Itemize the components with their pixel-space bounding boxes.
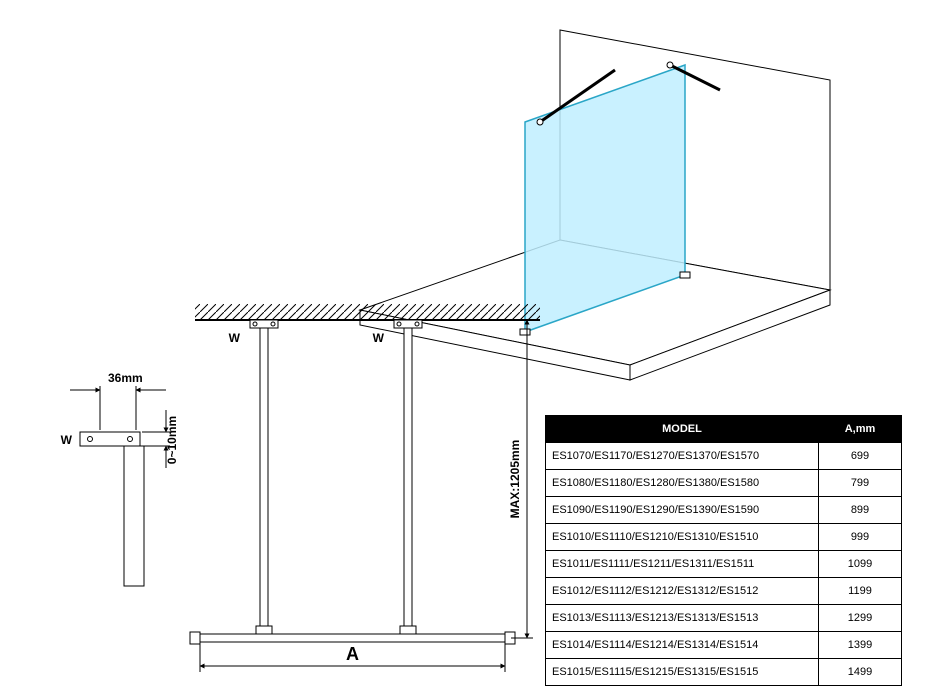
hanging-bar (404, 328, 412, 632)
detail-label-W: W (61, 433, 73, 447)
col-header-amm: A,mm (819, 416, 902, 443)
dim-height: MAX:1205mm (508, 440, 522, 519)
table-row: ES1010/ES1110/ES1210/ES1310/ES1510999 (546, 524, 902, 551)
dim-A: A (346, 644, 359, 664)
amm-cell: 799 (819, 470, 902, 497)
amm-cell: 1399 (819, 632, 902, 659)
hanging-bar (260, 328, 268, 632)
detail-bar (124, 446, 144, 586)
dim-36mm: 36mm (108, 371, 143, 385)
table-row: ES1012/ES1112/ES1212/ES1312/ES15121199 (546, 578, 902, 605)
table-row: ES1011/ES1111/ES1211/ES1311/ES15111099 (546, 551, 902, 578)
table-row: ES1013/ES1113/ES1213/ES1313/ES15131299 (546, 605, 902, 632)
model-cell: ES1014/ES1114/ES1214/ES1314/ES1514 (546, 632, 819, 659)
detail-view: W 36mm 0~10mm (61, 371, 179, 586)
table-row: ES1090/ES1190/ES1290/ES1390/ES1590899 (546, 497, 902, 524)
table-row: ES1015/ES1115/ES1215/ES1315/ES15151499 (546, 659, 902, 686)
model-cell: ES1010/ES1110/ES1210/ES1310/ES1510 (546, 524, 819, 551)
model-table: MODEL A,mm ES1070/ES1170/ES1270/ES1370/E… (545, 415, 902, 686)
label-W: W (373, 331, 385, 345)
col-header-model: MODEL (546, 416, 819, 443)
amm-cell: 999 (819, 524, 902, 551)
amm-cell: 1499 (819, 659, 902, 686)
model-cell: ES1070/ES1170/ES1270/ES1370/ES1570 (546, 443, 819, 470)
amm-cell: 1299 (819, 605, 902, 632)
label-W: W (229, 331, 241, 345)
amm-cell: 699 (819, 443, 902, 470)
amm-cell: 1099 (819, 551, 902, 578)
table-row: ES1070/ES1170/ES1270/ES1370/ES1570699 (546, 443, 902, 470)
iso-view (360, 30, 830, 380)
model-cell: ES1011/ES1111/ES1211/ES1311/ES1511 (546, 551, 819, 578)
amm-cell: 899 (819, 497, 902, 524)
table-row: ES1080/ES1180/ES1280/ES1380/ES1580799 (546, 470, 902, 497)
amm-cell: 1199 (819, 578, 902, 605)
table-row: ES1014/ES1114/ES1214/ES1314/ES15141399 (546, 632, 902, 659)
model-cell: ES1080/ES1180/ES1280/ES1380/ES1580 (546, 470, 819, 497)
model-cell: ES1090/ES1190/ES1290/ES1390/ES1590 (546, 497, 819, 524)
model-cell: ES1013/ES1113/ES1213/ES1313/ES1513 (546, 605, 819, 632)
model-cell: ES1015/ES1115/ES1215/ES1315/ES1515 (546, 659, 819, 686)
dim-0-10mm: 0~10mm (165, 416, 179, 464)
model-cell: ES1012/ES1112/ES1212/ES1312/ES1512 (546, 578, 819, 605)
front-view: W W A MAX:1205mm (190, 304, 540, 672)
